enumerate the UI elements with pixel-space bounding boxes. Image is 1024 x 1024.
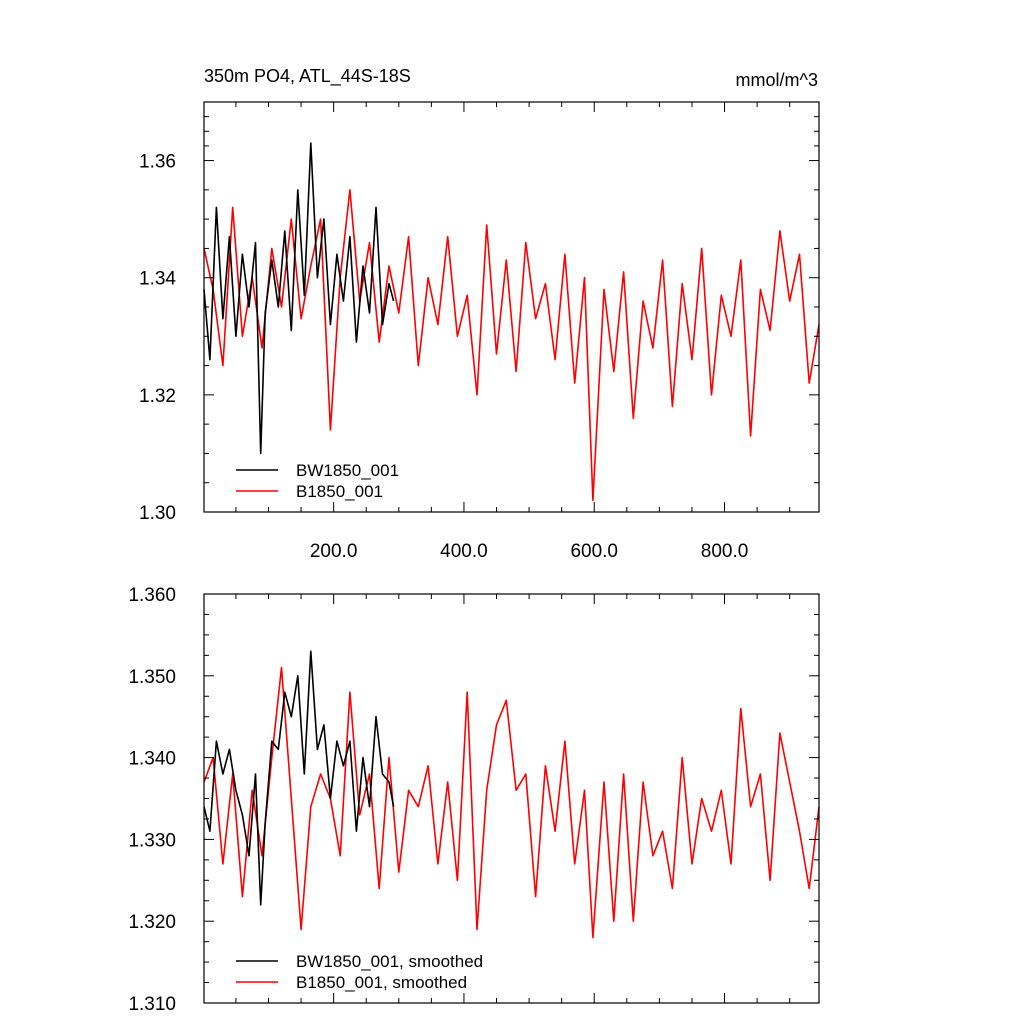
- top-panel: 350m PO4, ATL_44S-18S mmol/m^3 1.301.321…: [139, 66, 820, 562]
- bottom-legend-label-1: BW1850_001, smoothed: [296, 952, 483, 971]
- x-tick-label: 400.0: [440, 541, 488, 562]
- top-legend-label-1: BW1850_001: [296, 461, 399, 480]
- y-tick-label: 1.36: [139, 152, 176, 173]
- bottom-plot-frame: [203, 593, 820, 1004]
- y-tick-label: 1.320: [128, 912, 176, 933]
- top-plot-frame: [203, 101, 820, 513]
- top-panel-units: mmol/m^3: [736, 70, 818, 90]
- top-legend: BW1850_001 B1850_001: [236, 461, 399, 501]
- bottom-ticks-layer: 1.310 1.320 1.330 1.340 1.350 1.360: [128, 585, 819, 1015]
- top-series-layer: [203, 142, 820, 502]
- series-line-bw1850-001-smoothed: [203, 650, 395, 906]
- y-tick-label: 1.34: [139, 269, 176, 290]
- x-tick-label: 800.0: [701, 541, 749, 562]
- y-tick-label: 1.350: [128, 667, 176, 688]
- top-panel-title: 350m PO4, ATL_44S-18S: [204, 66, 411, 87]
- series-line-b1850-001: [203, 189, 820, 502]
- series-line-bw1850-001: [203, 142, 395, 455]
- top-legend-label-2: B1850_001: [296, 482, 383, 501]
- series-line-b1850-001-smoothed: [203, 666, 820, 939]
- y-tick-label: 1.340: [128, 749, 176, 770]
- y-tick-label: 1.30: [139, 503, 176, 524]
- bottom-series-layer: [203, 650, 820, 939]
- y-tick-label: 1.330: [128, 830, 176, 851]
- y-tick-label: 1.360: [128, 585, 176, 606]
- bottom-legend: BW1850_001, smoothed B1850_001, smoothed: [236, 952, 483, 992]
- bottom-legend-label-2: B1850_001, smoothed: [296, 973, 467, 992]
- x-tick-label: 200.0: [310, 541, 358, 562]
- top-ticks-layer: 1.30 1.32 1.34 1.36 200.0 400.0 600.0 800.0: [139, 102, 819, 562]
- y-tick-label: 1.310: [128, 994, 176, 1015]
- y-tick-label: 1.32: [139, 386, 176, 407]
- x-tick-label: 600.0: [570, 541, 618, 562]
- bottom-panel: 1.310 1.320 1.330 1.340 1.350 1.360 BW1850_00…: [128, 585, 820, 1015]
